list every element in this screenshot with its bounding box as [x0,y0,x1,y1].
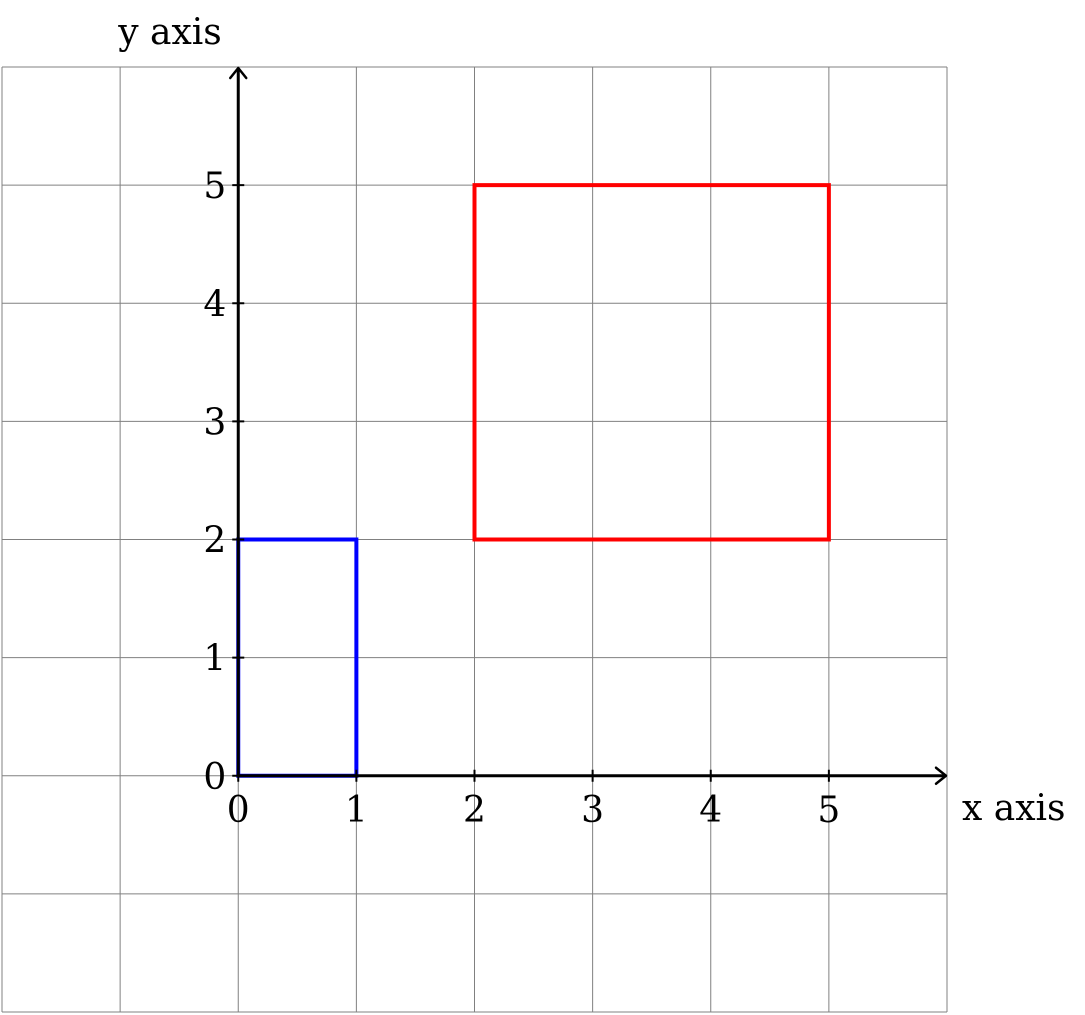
y-axis-arrow-icon [229,66,248,80]
x-tick-label: 2 [463,790,486,831]
x-tick-label: 1 [345,790,368,831]
x-axis-arrow-icon [934,766,948,785]
y-tick-label: 1 [203,639,226,680]
y-tick-label: 3 [203,402,226,443]
y-tick-label: 4 [203,284,226,325]
x-axis-title: x axis [962,788,1066,829]
x-tick-label: 0 [227,790,250,831]
y-axis-title: y axis [117,12,222,53]
rectangle-2 [472,183,831,542]
ticks: 0 1 2 3 4 5 0 1 2 3 4 5 [203,166,840,831]
y-tick-label: 5 [203,166,226,207]
shapes [236,183,831,778]
x-tick-label: 5 [817,790,840,831]
x-tick-label: 4 [699,790,722,831]
y-tick-label: 0 [203,757,226,798]
x-tick-label: 3 [581,790,604,831]
axes [229,66,948,785]
y-tick-label: 2 [203,521,226,562]
